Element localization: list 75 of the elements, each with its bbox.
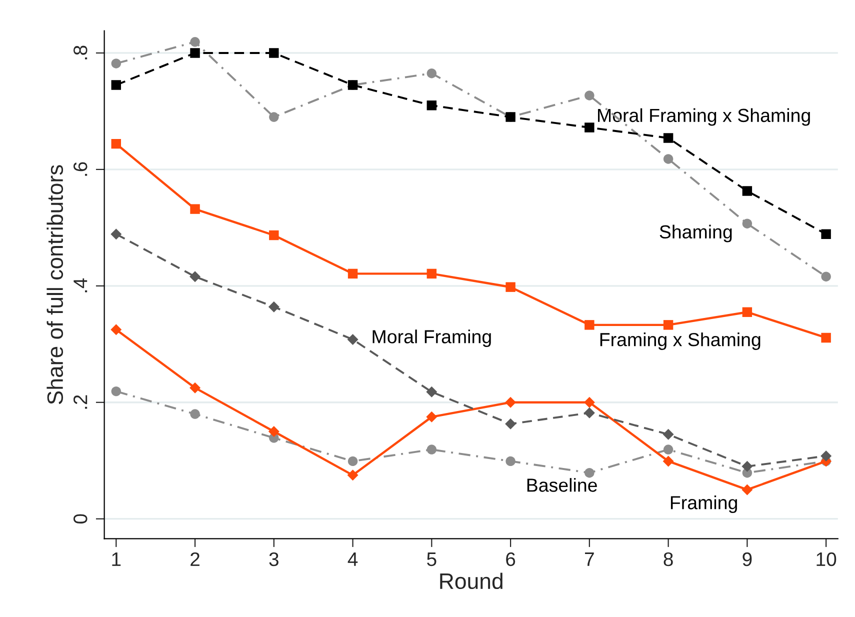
- y-tick-label: .6: [74, 162, 88, 176]
- point: [190, 48, 200, 58]
- point: [584, 396, 595, 408]
- point: [269, 48, 279, 58]
- point: [821, 332, 831, 343]
- x-tick-label: 2: [190, 552, 200, 566]
- point: [348, 456, 358, 466]
- x-tick-label: 1: [112, 552, 121, 566]
- series-label: Moral Framing x Shaming: [598, 108, 810, 126]
- x-tick-label: 6: [506, 552, 516, 566]
- point: [505, 396, 516, 408]
- point: [347, 470, 358, 481]
- point: [190, 204, 200, 214]
- point: [584, 122, 594, 132]
- point: [111, 58, 122, 68]
- point: [111, 386, 122, 396]
- x-tick-label: 7: [585, 552, 594, 566]
- point: [347, 334, 358, 345]
- series-label: Shaming: [660, 224, 732, 242]
- point: [662, 456, 674, 467]
- point: [426, 444, 437, 454]
- y-tick-label: .8: [74, 46, 88, 60]
- series-label: Framing x Shaming: [600, 332, 760, 350]
- point: [426, 411, 438, 422]
- x-tick-label: 8: [664, 552, 673, 566]
- point: [110, 324, 122, 336]
- point: [190, 409, 200, 419]
- point: [111, 138, 122, 149]
- point: [584, 320, 594, 330]
- point: [110, 228, 122, 240]
- point: [426, 268, 437, 279]
- point: [662, 428, 674, 440]
- point: [821, 272, 831, 282]
- y-tick-label: 0: [74, 514, 88, 524]
- point: [663, 133, 674, 143]
- series-label: Framing: [670, 496, 737, 514]
- point: [190, 37, 200, 47]
- x-tick-label: 3: [269, 552, 278, 566]
- series-label: Baseline: [527, 478, 597, 492]
- point: [190, 271, 201, 282]
- series-label: Moral Framing: [372, 330, 491, 348]
- point: [506, 456, 516, 466]
- point: [505, 418, 516, 430]
- point: [426, 386, 438, 398]
- point: [426, 100, 437, 110]
- x-tick-label: 10: [816, 552, 836, 566]
- point: [584, 90, 594, 100]
- x-tick-label: 4: [348, 552, 358, 566]
- point: [742, 307, 752, 317]
- point: [111, 80, 122, 90]
- point: [584, 468, 594, 478]
- point: [584, 407, 595, 418]
- point: [821, 229, 831, 239]
- point: [348, 268, 358, 279]
- x-tick-label: 5: [427, 552, 436, 566]
- point: [506, 282, 516, 292]
- x-tick-label: 9: [742, 552, 752, 566]
- point: [269, 230, 279, 240]
- y-tick-label: .4: [74, 278, 88, 292]
- point: [820, 450, 832, 462]
- y-axis-title: Share of full contributors: [46, 165, 64, 404]
- point: [268, 301, 280, 312]
- point: [426, 68, 437, 78]
- point: [663, 320, 674, 330]
- point: [742, 218, 752, 228]
- point: [269, 112, 279, 122]
- point: [268, 426, 280, 437]
- point: [663, 444, 674, 454]
- point: [742, 460, 753, 472]
- x-axis-title: Round: [440, 572, 502, 590]
- point: [742, 186, 752, 196]
- y-tick-label: .2: [74, 395, 88, 409]
- point: [742, 484, 753, 496]
- point: [663, 154, 674, 164]
- point: [190, 382, 201, 394]
